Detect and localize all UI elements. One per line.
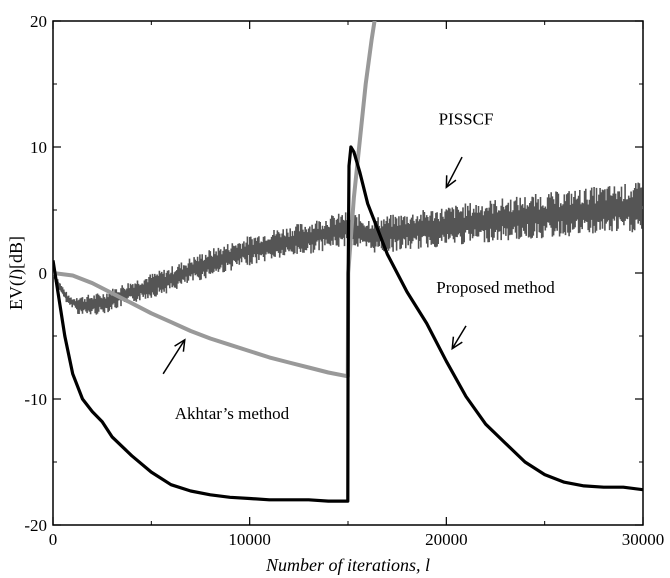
arrow-head: [445, 175, 457, 189]
y-tick-label: -10: [24, 390, 47, 409]
arrow-shaft: [162, 339, 186, 375]
annotation-arrows: [162, 156, 467, 375]
series-lines: [53, 21, 643, 503]
arrow-shaft: [451, 325, 467, 349]
x-tick-label: 10000: [228, 530, 271, 549]
annotation-label: PISSCF: [439, 109, 494, 128]
axis-ticks: 0 10000 20000 30000 -20 -10 0 10 20: [24, 12, 664, 549]
x-tick-label: 30000: [622, 530, 665, 549]
y-tick-label: 20: [30, 12, 47, 31]
y-tick-label: 0: [39, 264, 48, 283]
series-line: [53, 145, 643, 503]
annotation-label: Akhtar’s method: [175, 404, 290, 423]
y-tick-label: 10: [30, 138, 47, 157]
y-axis-label: EV(l)[dB]: [6, 236, 27, 310]
x-tick-label: 0: [49, 530, 58, 549]
annotations: PISSCF Proposed method Akhtar’s method: [175, 109, 555, 423]
arrow-head: [451, 336, 463, 351]
arrow-head: [174, 338, 186, 352]
x-tick-label: 20000: [425, 530, 468, 549]
annotation-label: Proposed method: [436, 278, 555, 297]
x-axis-label: Number of iterations, l: [265, 555, 430, 575]
series-line: [53, 21, 377, 379]
y-tick-label: -20: [24, 516, 47, 535]
arrow-shaft: [445, 156, 463, 188]
